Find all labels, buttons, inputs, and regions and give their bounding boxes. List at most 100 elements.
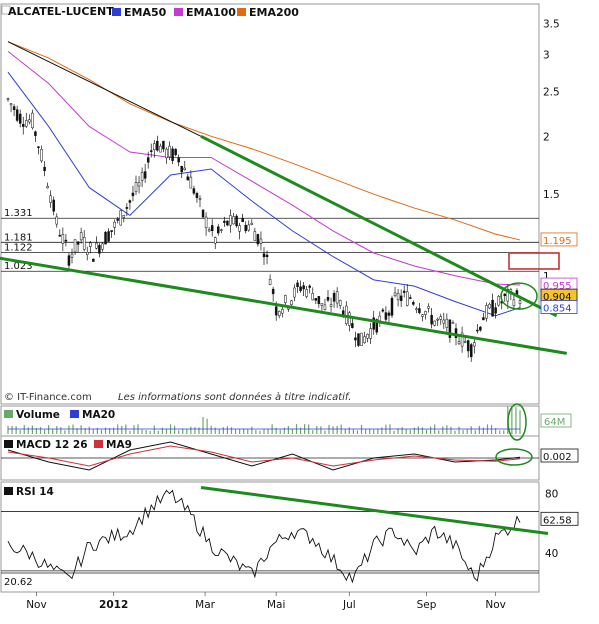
candle-body [390, 297, 394, 316]
candle-body [244, 224, 247, 232]
volume-bar [198, 427, 200, 434]
candle-body [503, 293, 507, 297]
volume-bar [348, 427, 350, 434]
value-tag-label: 1.195 [543, 236, 572, 247]
x-tick-label: Nov [485, 599, 506, 611]
volume-bar [466, 429, 468, 434]
candle-body [253, 231, 257, 241]
volume-bar [377, 428, 379, 434]
candle-body [290, 300, 293, 305]
volume-bar [48, 425, 50, 434]
volume-bar [174, 425, 176, 434]
volume-bar [202, 417, 204, 434]
candle-body [320, 303, 324, 306]
candle-body [366, 333, 369, 339]
rsi-y-tick: 40 [545, 548, 558, 560]
candle-body [451, 322, 455, 324]
candle-body [174, 148, 177, 156]
candle-body [28, 119, 31, 123]
volume-bar [381, 427, 383, 434]
value-tag-label: 0.955 [543, 281, 572, 292]
candle-body [271, 288, 275, 295]
candle-body [332, 293, 336, 302]
candle-body [104, 231, 107, 245]
candle-body [265, 254, 269, 257]
candle-body [296, 282, 299, 288]
volume-bar [15, 426, 17, 434]
candle-body [186, 176, 190, 181]
support-level-label: 1.331 [4, 208, 33, 219]
volume-bar [251, 426, 253, 434]
candle-body [323, 304, 327, 311]
candle-body [210, 225, 214, 232]
volume-bar [68, 425, 70, 434]
candle-body [369, 328, 372, 339]
candle-body [396, 293, 400, 301]
volume-bar [161, 427, 164, 434]
candle-body [457, 341, 461, 345]
candle-body [25, 120, 28, 127]
volume-bar [39, 427, 42, 434]
candle-body [338, 300, 342, 306]
volume-bar [316, 426, 318, 434]
value-tag-label: 0.854 [543, 304, 572, 315]
volume-bar [178, 430, 180, 434]
candle-body [12, 106, 16, 111]
candle-body [73, 239, 77, 253]
volume-bar [96, 427, 98, 434]
candle-body [415, 308, 418, 311]
x-axis: Nov 2012 Mar Mai Jul Sep Nov [26, 592, 506, 611]
volume-bar [446, 425, 448, 434]
candle-body [445, 318, 449, 328]
candle-body [393, 292, 397, 296]
candle-body [168, 145, 171, 158]
candle-body [299, 286, 302, 291]
candle-body [427, 306, 430, 309]
ma20-legend-label: MA20 [82, 409, 115, 421]
candle-body [268, 279, 272, 285]
candle-body [159, 145, 162, 153]
candle-body [463, 341, 467, 343]
volume-bar [275, 427, 277, 434]
volume-bar [478, 425, 480, 434]
breakout-circle [500, 282, 538, 310]
rsi-tag-box [540, 511, 579, 526]
volume-bar [7, 425, 9, 434]
copyright-note: © IT-Finance.com [4, 392, 92, 403]
candle-body [497, 296, 500, 306]
candle-body [171, 148, 174, 161]
volume-bar [23, 425, 25, 434]
volume-bar [393, 430, 395, 434]
volume-bar [218, 429, 220, 434]
candle-body [207, 229, 211, 232]
candle-body [354, 337, 357, 341]
volume-bar [425, 429, 428, 434]
volume-bar [239, 429, 241, 434]
volume-bar [210, 425, 212, 434]
candle-body [113, 221, 116, 228]
candle-body [305, 289, 308, 297]
candle-body [40, 149, 43, 162]
volume-bar [397, 428, 399, 434]
volume-legend: Volume MA20 [4, 409, 115, 421]
candle-body [479, 326, 482, 331]
candle-body [387, 312, 391, 316]
candle-body [293, 287, 296, 298]
candle-body [34, 131, 37, 136]
rsi-line [7, 489, 521, 584]
volume-bar [230, 427, 233, 434]
candle-body [31, 112, 34, 129]
candle-body [375, 319, 379, 333]
candle-body [326, 297, 330, 301]
volume-bar [60, 427, 62, 434]
rsi-legend-label: RSI 14 [16, 486, 54, 498]
volume-bar [417, 426, 420, 434]
candle-body [189, 176, 193, 189]
candle-body [238, 225, 241, 232]
candle-body [412, 302, 415, 305]
candle-body [137, 182, 141, 187]
candle-body [235, 215, 238, 227]
candle-body [76, 241, 80, 245]
volume-bar [222, 427, 224, 434]
candle-body [485, 305, 488, 319]
